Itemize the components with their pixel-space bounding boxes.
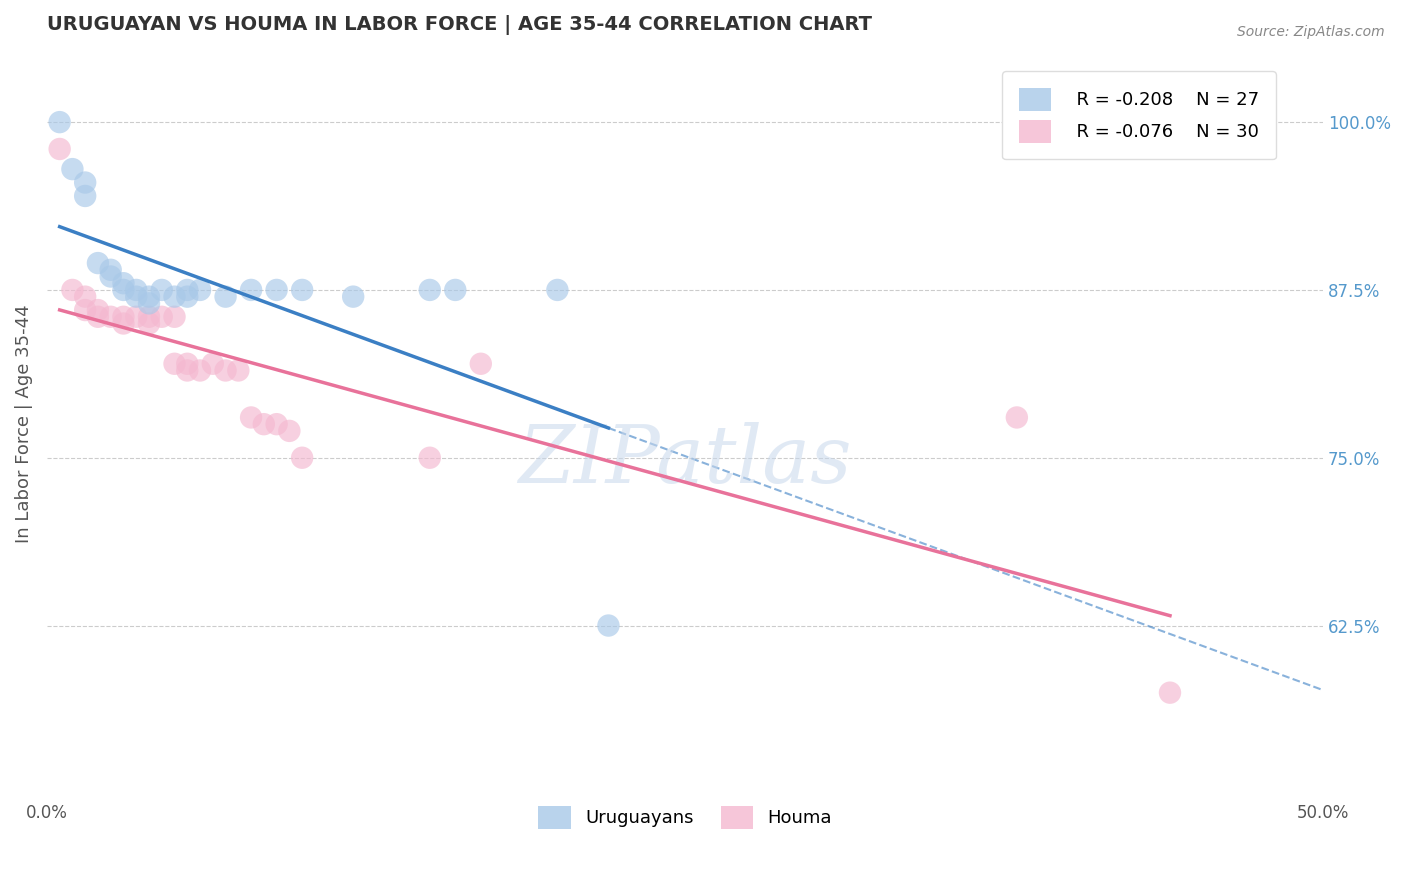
Point xyxy=(150,283,173,297)
Point xyxy=(87,303,110,318)
Point xyxy=(62,162,84,177)
Point xyxy=(125,310,148,324)
Point xyxy=(291,450,314,465)
Point xyxy=(214,363,236,377)
Text: ZIPatlas: ZIPatlas xyxy=(519,422,852,500)
Point xyxy=(75,303,97,318)
Point xyxy=(100,269,122,284)
Y-axis label: In Labor Force | Age 35-44: In Labor Force | Age 35-44 xyxy=(15,305,32,543)
Point xyxy=(75,290,97,304)
Point xyxy=(546,283,568,297)
Point xyxy=(62,283,84,297)
Legend: Uruguayans, Houma: Uruguayans, Houma xyxy=(531,798,839,836)
Point xyxy=(266,417,288,432)
Point xyxy=(176,363,198,377)
Point xyxy=(75,176,97,190)
Point xyxy=(75,189,97,203)
Point xyxy=(125,290,148,304)
Point xyxy=(48,115,70,129)
Point xyxy=(278,424,301,438)
Point xyxy=(100,262,122,277)
Point xyxy=(163,310,186,324)
Point xyxy=(112,283,135,297)
Point xyxy=(112,310,135,324)
Point xyxy=(138,317,160,331)
Point xyxy=(253,417,276,432)
Point xyxy=(125,283,148,297)
Point xyxy=(419,283,441,297)
Text: URUGUAYAN VS HOUMA IN LABOR FORCE | AGE 35-44 CORRELATION CHART: URUGUAYAN VS HOUMA IN LABOR FORCE | AGE … xyxy=(46,15,872,35)
Point xyxy=(598,618,620,632)
Point xyxy=(176,290,198,304)
Point xyxy=(1005,410,1028,425)
Point xyxy=(176,283,198,297)
Point xyxy=(266,283,288,297)
Point xyxy=(48,142,70,156)
Point xyxy=(470,357,492,371)
Point xyxy=(214,290,236,304)
Point xyxy=(240,283,263,297)
Point xyxy=(176,357,198,371)
Point xyxy=(163,290,186,304)
Point xyxy=(228,363,250,377)
Text: Source: ZipAtlas.com: Source: ZipAtlas.com xyxy=(1237,25,1385,39)
Point xyxy=(112,277,135,291)
Point xyxy=(342,290,364,304)
Point xyxy=(138,310,160,324)
Point xyxy=(138,296,160,310)
Point xyxy=(163,357,186,371)
Point xyxy=(100,310,122,324)
Point xyxy=(150,310,173,324)
Point xyxy=(240,410,263,425)
Point xyxy=(291,283,314,297)
Point xyxy=(444,283,467,297)
Point xyxy=(201,357,224,371)
Point xyxy=(188,363,211,377)
Point xyxy=(188,283,211,297)
Point xyxy=(138,290,160,304)
Point xyxy=(87,310,110,324)
Point xyxy=(112,317,135,331)
Point xyxy=(87,256,110,270)
Point xyxy=(419,450,441,465)
Point xyxy=(1159,686,1181,700)
